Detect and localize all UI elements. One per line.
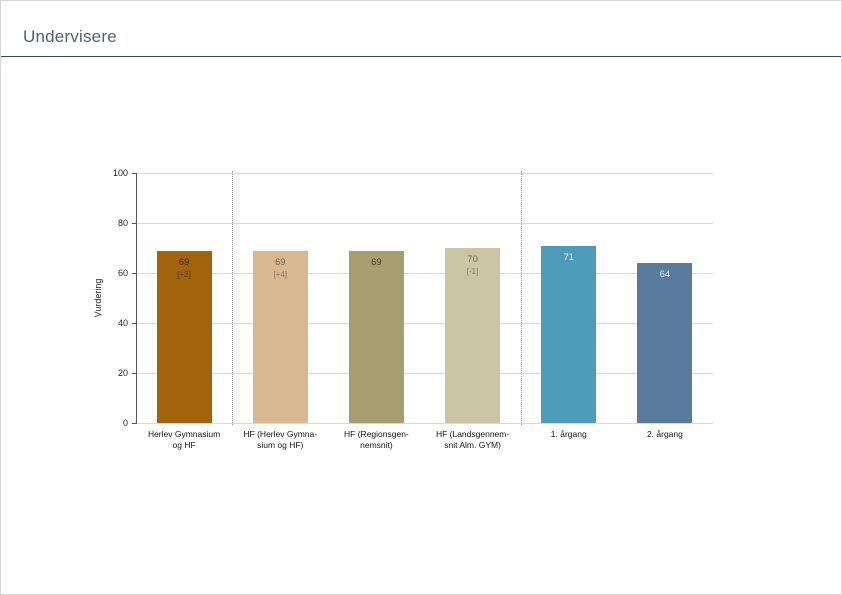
y-tick-label: 80 [117,218,128,228]
gridline [136,273,713,274]
separator-line [232,171,234,425]
bar: 69 [+4] [252,250,308,423]
x-axis-label: HF (Herlev Gymna- sium og HF) [243,429,318,451]
y-tick-mark [132,223,136,224]
bar-annotation: [-1] [466,267,479,276]
gridline [136,173,713,174]
gridline [136,323,713,324]
bar: 69 [348,250,404,423]
header-divider [1,56,841,57]
bar-value-label: 64 [659,269,671,280]
bar: 71 [541,245,597,423]
bar-annotation: [+4] [273,269,288,279]
gridline [136,423,713,424]
x-axis-label: HF (Regionsgen- nemsnit) [344,429,409,451]
bar-value-label: 69 [274,256,286,268]
bar-value-label: 69 [178,256,190,268]
y-tick-label: 20 [117,368,128,378]
y-tick-label: 0 [122,418,128,428]
y-tick-mark [132,323,136,324]
bar-annotation: [+2] [177,269,191,279]
y-tick-mark [132,273,136,274]
y-tick-label: 40 [117,318,128,328]
bar: 70 [-1] [445,248,501,423]
y-tick-mark [132,173,136,174]
gridline [136,223,713,224]
page-title: Undervisere [23,27,117,46]
x-axis-label: 1. årgang [550,429,587,439]
y-tick-mark [132,423,136,424]
x-axis-label: HF (Landsgennem- snit Alm. GYM) [435,429,510,451]
y-tick-label: 100 [112,168,128,178]
y-tick-mark [132,373,136,374]
bar-value-label: 69 [371,256,382,268]
y-axis-title: Vurdering [93,278,103,318]
x-axis-label: Herlev Gymnasium og HF [147,429,221,451]
bar: 64 [637,263,693,423]
x-axis-label: 2. årgang [646,429,683,439]
bar-value-label: 71 [563,251,575,263]
y-tick-label: 60 [117,268,128,278]
bar: 69 [+2] [156,250,212,423]
bar-value-label: 70 [467,254,478,265]
separator-line [520,171,522,425]
y-axis-line [136,173,137,424]
gridline [136,373,713,374]
